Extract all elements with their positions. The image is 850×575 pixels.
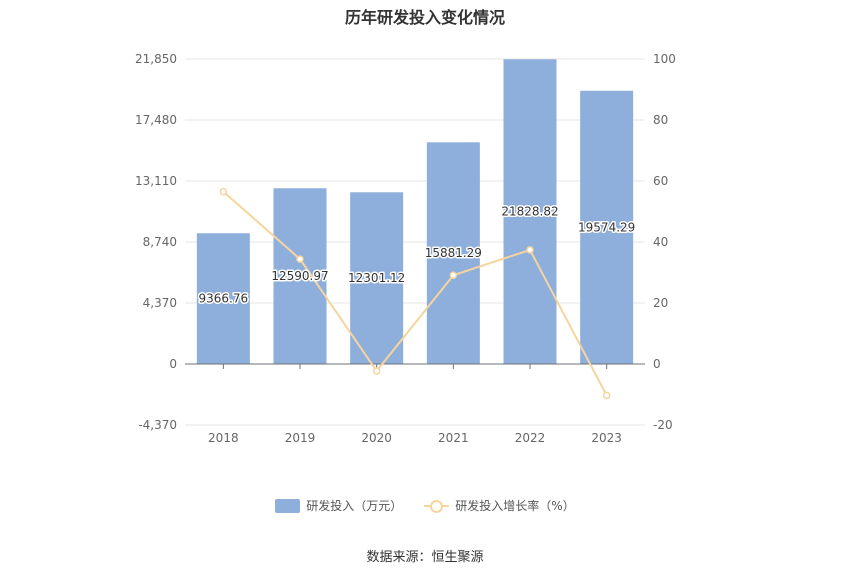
bar-2018: [196, 233, 250, 364]
bar-data-label-2019: 12590.97: [271, 269, 328, 283]
bar-2022: [503, 59, 557, 364]
y-left-tick-label: 8,740: [143, 235, 177, 249]
y-left-tick-label: 17,480: [135, 113, 177, 127]
x-tick-label-2018: 2018: [208, 431, 239, 445]
y-left-tick-label: 4,370: [143, 296, 177, 310]
growth-point-2022: [526, 246, 534, 254]
bar-data-label-2020: 12301.12: [348, 271, 405, 285]
legend: 研发投入（万元） 研发投入增长率（%）: [0, 497, 850, 514]
legend-label-rd-investment: 研发投入（万元）: [306, 499, 403, 513]
legend-line-swatch: [424, 499, 450, 513]
y-right-tick-label: 60: [653, 174, 668, 188]
chart-canvas: -4,370 0 4,370 8,740 13,110 17,480 21,850 -20 0 2…: [135, 52, 676, 445]
x-tick-label-2020: 2020: [361, 431, 392, 445]
legend-label-growth-rate: 研发投入增长率（%）: [455, 499, 575, 513]
y-right-tick-label: -20: [653, 418, 673, 432]
bar-data-label-2021: 15881.29: [425, 246, 482, 260]
legend-item-rd-investment[interactable]: 研发投入（万元）: [275, 497, 402, 514]
growth-rate-line: [222, 190, 608, 396]
gridlines: [185, 58, 645, 426]
x-tick-label-2019: 2019: [285, 431, 316, 445]
x-tick-label-2022: 2022: [515, 431, 546, 445]
y-right-tick-label: 40: [653, 235, 668, 249]
y-right-tick-label: 0: [653, 357, 661, 371]
source-note: 数据来源：恒生聚源: [366, 550, 484, 565]
bar-series: [196, 59, 634, 364]
y-right-tick-label: 100: [653, 52, 676, 66]
y-left-tick-label: -4,370: [138, 418, 177, 432]
bar-2019: [273, 188, 327, 364]
axes: -4,370 0 4,370 8,740 13,110 17,480 21,850 -20 0 2…: [135, 52, 676, 445]
growth-point-2021: [449, 271, 458, 279]
y-left-tick-label: 21,850: [135, 52, 177, 66]
x-tick-label-2023: 2023: [591, 431, 622, 445]
data-labels: 9366.76 12590.97 12301.12 15881.29 21828.82 1…: [197, 203, 637, 307]
legend-item-growth-rate[interactable]: 研发投入增长率（%）: [424, 497, 575, 514]
bar-2023: [580, 90, 634, 364]
bar-data-label-2018: 9366.76: [199, 292, 249, 306]
x-tick-label-2021: 2021: [438, 431, 469, 445]
bar-2020: [350, 192, 404, 364]
growth-line-series: [219, 187, 611, 400]
growth-point-2023: [602, 391, 611, 400]
bar-data-label-2023: 19574.29: [578, 220, 635, 234]
y-right-tick-label: 20: [653, 296, 668, 310]
y-left-tick-label: 0: [169, 357, 177, 371]
growth-point-2018: [219, 187, 228, 196]
y-right-tick-label: 80: [653, 113, 668, 127]
bar-2021: [426, 142, 480, 364]
growth-point-2020: [372, 367, 381, 375]
y-left-tick-label: 13,110: [135, 174, 177, 188]
growth-point-2019: [296, 255, 304, 263]
chart-title: 历年研发投入变化情况: [344, 8, 505, 27]
bar-data-label-2022: 21828.82: [501, 205, 558, 219]
legend-bar-swatch: [275, 498, 301, 513]
